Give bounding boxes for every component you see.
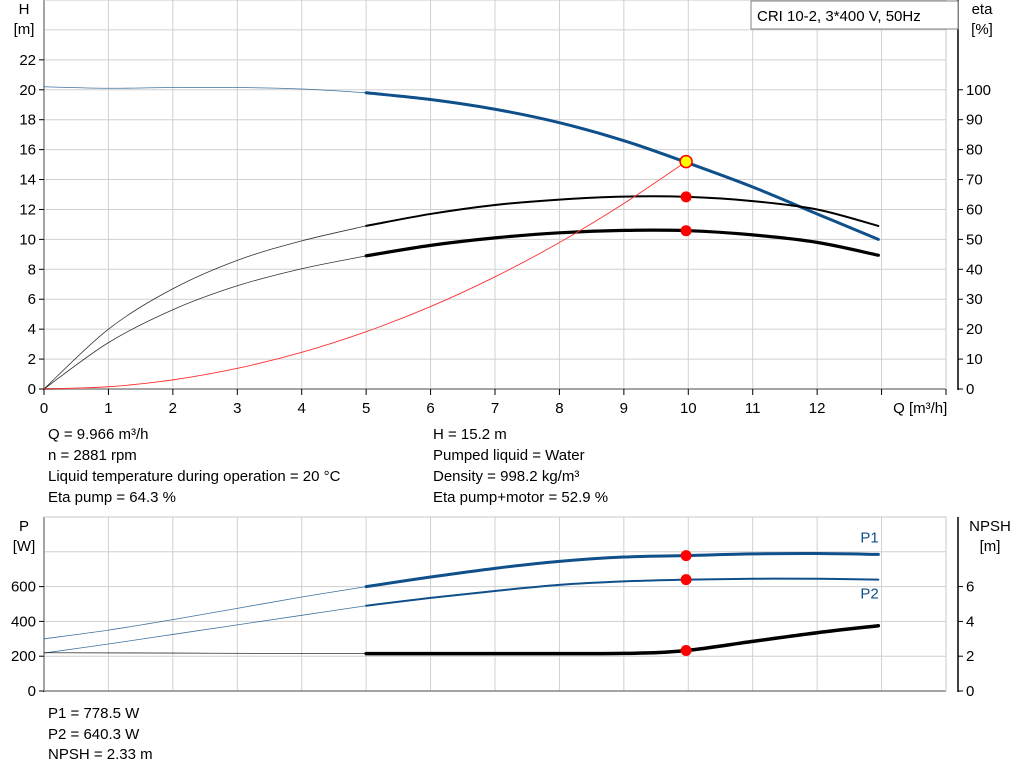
info-p1: P1 = 778.5 W xyxy=(48,705,140,722)
y-tick-label: 18 xyxy=(19,112,36,129)
y-tick-label: 4 xyxy=(28,321,36,338)
y-tick-label: 600 xyxy=(11,579,36,596)
y-tick-label: 10 xyxy=(19,231,36,248)
duty-point-H xyxy=(679,154,693,169)
series-label-P1: P1 xyxy=(860,529,878,546)
legend-box xyxy=(750,0,959,30)
x-tick-label: 10 xyxy=(680,400,697,417)
series-line-system-curve xyxy=(43,161,687,390)
x-tick-label: 12 xyxy=(809,400,826,417)
x-tick-label: 5 xyxy=(362,400,370,417)
y2-tick-label: 90 xyxy=(966,112,983,129)
y2-tick-label: 50 xyxy=(966,231,983,248)
x-axis-label: Q [m³/h] xyxy=(893,400,947,417)
series-label-P2: P2 xyxy=(860,586,878,603)
y2-tick-label: 0 xyxy=(966,381,974,398)
x-tick-label: 8 xyxy=(555,400,563,417)
info-bottom: P1 = 778.5 W P2 = 640.3 W NPSH = 2.33 m xyxy=(48,704,153,766)
x-tick-label: 6 xyxy=(426,400,434,417)
series-line-H-extended xyxy=(43,86,367,94)
series-line-P1 xyxy=(364,552,880,589)
y-axis-label: P xyxy=(19,518,29,535)
series-line-P2-extended xyxy=(43,605,367,654)
info-liquid: Pumped liquid = Water xyxy=(433,447,585,464)
y-tick-label: 22 xyxy=(19,52,36,69)
y2-tick-label: 30 xyxy=(966,291,983,308)
duty-point-eta_pump xyxy=(680,191,692,203)
y2-tick-label: 4 xyxy=(966,613,974,630)
y2-tick-label: 10 xyxy=(966,351,983,368)
duty-point-P1 xyxy=(680,550,692,562)
x-tick-label: 1 xyxy=(104,400,112,417)
plot-frame xyxy=(43,516,947,692)
y-tick-label: 200 xyxy=(11,648,36,665)
x-tick-label: 3 xyxy=(233,400,241,417)
y-axis-unit: [m] xyxy=(14,21,35,38)
x-tick-label: 2 xyxy=(169,400,177,417)
y-tick-label: 20 xyxy=(19,82,36,99)
duty-point-NPSH xyxy=(680,644,692,656)
info-temperature: Liquid temperature during operation = 20… xyxy=(48,468,341,485)
x-tick-label: 7 xyxy=(491,400,499,417)
info-npsh: NPSH = 2.33 m xyxy=(48,746,153,763)
series-line-eta_pump_motor-extended xyxy=(43,255,367,390)
legend-box-text: CRI 10-2, 3*400 V, 50Hz xyxy=(757,8,921,25)
y-tick-label: 400 xyxy=(11,613,36,630)
info-p2: P2 = 640.3 W xyxy=(48,725,140,743)
info-eta-pump: Eta pump = 64.3 % xyxy=(48,489,176,506)
info-left: Q = 9.966 m³/h n = 2881 rpm Liquid tempe… xyxy=(48,424,340,508)
y2-tick-label: 60 xyxy=(966,201,983,218)
info-head: H = 15.2 m xyxy=(433,426,507,443)
series-line-eta_pump-extended xyxy=(43,225,367,390)
info-speed: n = 2881 rpm xyxy=(48,447,137,464)
y-tick-label: 0 xyxy=(28,381,36,398)
info-flow: Q = 9.966 m³/h xyxy=(48,426,149,443)
y2-tick-label: 100 xyxy=(966,82,991,99)
series-line-NPSH-extended xyxy=(43,652,367,655)
y2-axis-label: eta xyxy=(972,1,994,18)
y2-tick-label: 6 xyxy=(966,579,974,596)
y-tick-label: 14 xyxy=(19,172,36,189)
y-tick-label: 2 xyxy=(28,351,36,368)
series-line-eta_pump_motor xyxy=(364,228,880,258)
y-tick-label: 6 xyxy=(28,291,36,308)
y2-axis-unit: [%] xyxy=(971,21,993,38)
series-line-H xyxy=(364,91,880,241)
duty-point-eta_pump_motor xyxy=(680,225,692,237)
duty-point-P2 xyxy=(680,574,692,586)
power-npsh-chart: 0 200 400 600 0 2 4 6 P [W] NPSH [m] P1 P2 xyxy=(11,516,1011,700)
y2-axis-label: NPSH xyxy=(969,518,1011,535)
y-tick-label: 12 xyxy=(19,201,36,218)
y2-tick-label: 80 xyxy=(966,142,983,159)
y2-tick-label: 40 xyxy=(966,261,983,278)
info-right: H = 15.2 m Pumped liquid = Water Density… xyxy=(433,424,608,508)
y-tick-label: 8 xyxy=(28,261,36,278)
info-density: Density = 998.2 kg/m³ xyxy=(433,468,580,485)
y2-tick-label: 70 xyxy=(966,172,983,189)
series-line-P2 xyxy=(365,577,880,607)
x-tick-label: 11 xyxy=(745,400,761,417)
y2-tick-label: 2 xyxy=(966,648,974,665)
head-efficiency-chart: 0246810121416182022010203040506070809010… xyxy=(14,0,994,417)
series-line-NPSH xyxy=(364,624,881,656)
x-tick-label: 9 xyxy=(620,400,628,417)
info-eta-pump-motor: Eta pump+motor = 52.9 % xyxy=(433,489,609,506)
y2-tick-label: 20 xyxy=(966,321,983,338)
y2-axis-unit: [m] xyxy=(980,538,1001,555)
x-tick-label: 0 xyxy=(40,400,48,417)
y-tick-label: 16 xyxy=(19,142,36,159)
series-line-eta_pump xyxy=(365,195,880,227)
y2-tick-label: 0 xyxy=(966,683,974,700)
series-line-P1-extended xyxy=(43,586,367,640)
y-tick-label: 0 xyxy=(28,683,36,700)
y-axis-label: H xyxy=(19,1,30,18)
x-tick-label: 4 xyxy=(298,400,306,417)
y-axis-unit: [W] xyxy=(13,538,36,555)
